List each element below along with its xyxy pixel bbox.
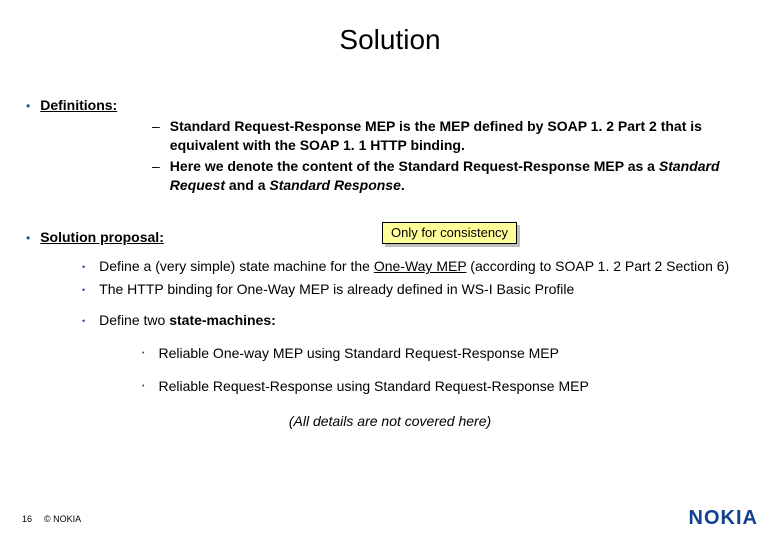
solution-text: The HTTP binding for One-Way MEP is alre… <box>99 280 574 299</box>
consistency-callout: Only for consistency <box>382 222 517 244</box>
solution-text: Define a (very simple) state machine for… <box>99 257 729 276</box>
copyright: © NOKIA <box>44 514 81 524</box>
definition-item: – Standard Request-Response MEP is the M… <box>152 117 758 155</box>
solution-item: • Define two state-machines: <box>82 311 758 330</box>
slide-title: Solution <box>0 0 780 56</box>
solution-text: Define two state-machines: <box>99 311 276 330</box>
state-machine-item: • Reliable Request-Response using Standa… <box>142 377 758 396</box>
footer-left: 16 © NOKIA <box>22 514 81 524</box>
solution-label: Solution proposal: <box>40 228 164 247</box>
state-machine-item: • Reliable One-way MEP using Standard Re… <box>142 344 758 363</box>
disclaimer: (All details are not covered here) <box>22 412 758 431</box>
solution-item: • The HTTP binding for One-Way MEP is al… <box>82 280 758 299</box>
page-number: 16 <box>22 514 32 524</box>
definitions-list: – Standard Request-Response MEP is the M… <box>152 117 758 195</box>
footer: 16 © NOKIA NOKIA <box>0 507 780 530</box>
bullet-icon: • <box>142 382 144 396</box>
slide-body: • Definitions: – Standard Request-Respon… <box>0 56 780 431</box>
dash-icon: – <box>152 117 160 155</box>
definitions-heading: • Definitions: <box>22 96 758 115</box>
definitions-label: Definitions: <box>40 96 117 115</box>
state-machine-text: Reliable One-way MEP using Standard Requ… <box>158 344 559 363</box>
definition-item: – Here we denote the content of the Stan… <box>152 157 758 195</box>
bullet-icon: • <box>26 230 30 246</box>
bullet-icon: • <box>82 315 85 330</box>
solution-item: • Define a (very simple) state machine f… <box>82 257 758 276</box>
bullet-icon: • <box>82 261 85 276</box>
definition-text: Standard Request-Response MEP is the MEP… <box>170 117 758 155</box>
bullet-icon: • <box>26 98 30 114</box>
dash-icon: – <box>152 157 160 195</box>
nokia-logo: NOKIA <box>689 507 758 530</box>
bullet-icon: • <box>142 349 144 363</box>
solution-heading: • Solution proposal: Only for consistenc… <box>22 228 758 247</box>
solution-items: • Define a (very simple) state machine f… <box>82 257 758 330</box>
definition-text: Here we denote the content of the Standa… <box>170 157 758 195</box>
state-machines-list: • Reliable One-way MEP using Standard Re… <box>142 344 758 396</box>
bullet-icon: • <box>82 284 85 299</box>
state-machine-text: Reliable Request-Response using Standard… <box>158 377 588 396</box>
